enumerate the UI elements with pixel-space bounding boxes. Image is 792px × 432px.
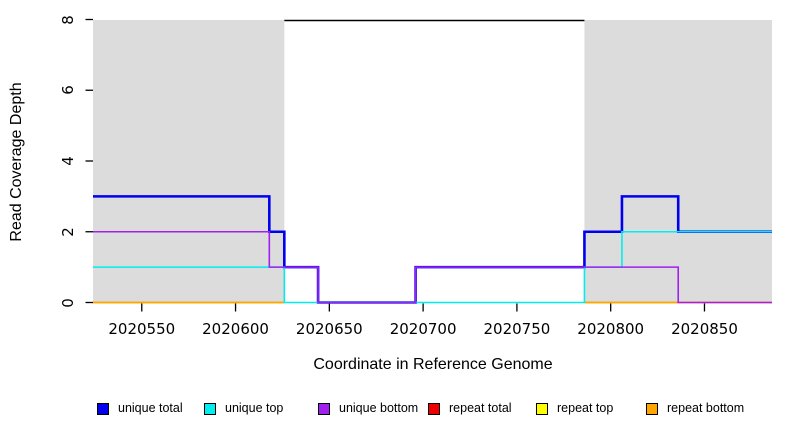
legend-item-label: unique top (225, 401, 284, 415)
series-unique-bottom-line (93, 230, 772, 304)
legend-item-label: repeat bottom (667, 401, 745, 415)
legend-swatch-repeat-bottom (646, 403, 658, 415)
legend-swatch-unique-top (204, 403, 216, 415)
legend-swatch-unique-bottom (318, 403, 330, 415)
y-tick-label: 2 (59, 226, 77, 237)
legend-swatch-repeat-top (536, 403, 548, 415)
legend-item-label: repeat top (557, 401, 614, 415)
x-tick-label: 2020800 (577, 320, 645, 338)
x-tick-label: 2020550 (108, 320, 176, 338)
legend-item-label: unique total (118, 401, 183, 415)
legend-swatch-unique-total (97, 403, 109, 415)
y-axis-title: Read Coverage Depth (8, 82, 25, 242)
legend-item-label: unique bottom (339, 401, 419, 415)
x-tick-label: 2020650 (295, 320, 363, 338)
y-tick-label: 8 (59, 14, 77, 25)
x-tick-label: 2020850 (671, 320, 738, 338)
x-tick-label: 2020600 (202, 320, 269, 338)
legend-swatch-repeat-total (428, 403, 440, 415)
y-tick-label: 0 (59, 297, 77, 308)
series-unique-top-line (93, 230, 772, 304)
legend-item-label: repeat total (449, 401, 512, 415)
x-tick-label: 2020750 (483, 320, 551, 338)
repeat-region-left-shade (93, 20, 285, 303)
x-axis-title: Coordinate in Reference Genome (313, 356, 553, 373)
y-tick-label: 6 (59, 85, 77, 96)
y-tick-label: 4 (59, 156, 77, 166)
repeat-region-right-shade (584, 20, 772, 303)
x-tick-label: 2020700 (389, 320, 457, 338)
